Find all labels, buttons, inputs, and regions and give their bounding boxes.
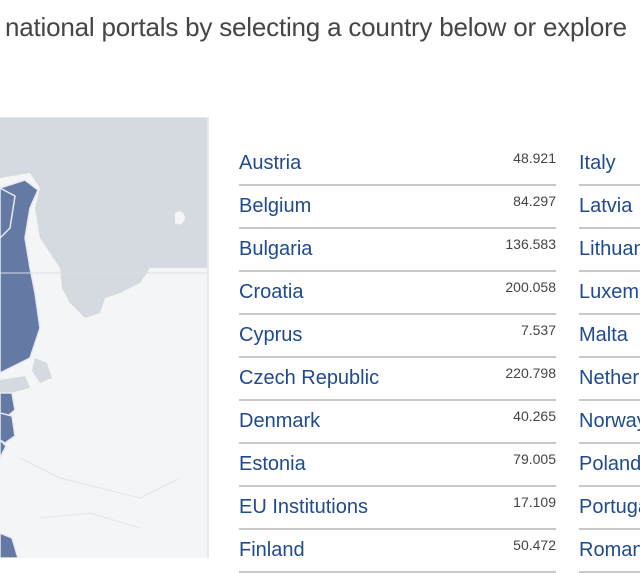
map-sea-north [0, 118, 207, 313]
country-row: Estonia 79.005 [239, 444, 556, 487]
country-row: Netherlands [579, 358, 640, 401]
country-link[interactable]: Denmark [239, 410, 321, 432]
map-country-romania[interactable] [0, 532, 19, 558]
country-row: Finland 50.472 [239, 530, 556, 573]
map-country-lithuania[interactable] [0, 438, 7, 459]
map-sea-baltic [0, 376, 30, 393]
country-link[interactable]: Portugal [579, 496, 640, 518]
country-row: Belgium 84.297 [239, 186, 556, 229]
country-link[interactable]: Czech Republic [239, 367, 380, 389]
intro-text: national portals by selecting a country … [5, 12, 627, 42]
country-count: 84.297 [513, 192, 556, 209]
country-row: Bulgaria 136.583 [239, 229, 556, 272]
country-count: 48.921 [513, 149, 556, 166]
country-count: 220.798 [505, 364, 556, 381]
country-count: 7.537 [520, 321, 556, 338]
country-list-left: Austria 48.921 Belgium 84.297 Bulgaria 136.… [239, 143, 556, 573]
map-border [19, 457, 181, 529]
country-row: Croatia 200.058 [239, 272, 556, 315]
country-row: Norway [579, 401, 640, 444]
country-row: Poland [579, 444, 640, 487]
country-row: EU Institutions 17.109 [239, 487, 556, 530]
country-link[interactable]: Cyprus [239, 324, 303, 346]
map-country-norway-sweden[interactable] [0, 187, 16, 240]
country-row: Malta [579, 315, 640, 358]
country-count: 50.472 [513, 536, 556, 553]
country-row: Luxembourg [579, 272, 640, 315]
country-link[interactable]: Belgium [239, 195, 312, 217]
country-row: Latvia [579, 186, 640, 229]
map-sea-white [175, 211, 185, 225]
country-row: Austria 48.921 [239, 143, 556, 186]
country-link[interactable]: Norway [579, 410, 640, 432]
map-sea-gulf [60, 268, 100, 318]
country-count: 79.005 [513, 450, 556, 467]
country-list-right: Italy Latvia Lithuania Luxembourg Malta … [579, 143, 640, 573]
country-link[interactable]: Estonia [239, 453, 306, 475]
country-count: 40.265 [513, 407, 556, 424]
country-link[interactable]: Latvia [579, 195, 633, 217]
country-row: Romania [579, 530, 640, 573]
country-link[interactable]: Finland [239, 539, 305, 561]
country-count: 200.058 [505, 278, 556, 295]
country-row: Czech Republic 220.798 [239, 358, 556, 401]
country-row: Denmark 40.265 [239, 401, 556, 444]
country-link[interactable]: Poland [579, 453, 640, 475]
country-count: 136.583 [505, 235, 556, 252]
country-link[interactable]: EU Institutions [239, 496, 368, 518]
country-row: Cyprus 7.537 [239, 315, 556, 358]
europe-map[interactable] [0, 117, 209, 558]
map-region-lake [32, 358, 52, 383]
country-row: Portugal [579, 487, 640, 530]
country-link[interactable]: Lithuania [579, 238, 640, 260]
country-link[interactable]: Netherlands [579, 367, 640, 389]
country-row: Italy [579, 143, 640, 186]
country-count: 17.109 [513, 493, 556, 510]
country-link[interactable]: Italy [579, 152, 616, 174]
country-link[interactable]: Bulgaria [239, 238, 313, 260]
map-country-latvia[interactable] [0, 412, 16, 444]
map-country-estonia[interactable] [0, 392, 16, 417]
country-link[interactable]: Malta [579, 324, 628, 346]
country-link[interactable]: Croatia [239, 281, 304, 303]
country-link[interactable]: Luxembourg [579, 281, 640, 303]
country-row: Lithuania [579, 229, 640, 272]
country-link[interactable]: Romania [579, 539, 640, 561]
country-link[interactable]: Austria [239, 152, 302, 174]
